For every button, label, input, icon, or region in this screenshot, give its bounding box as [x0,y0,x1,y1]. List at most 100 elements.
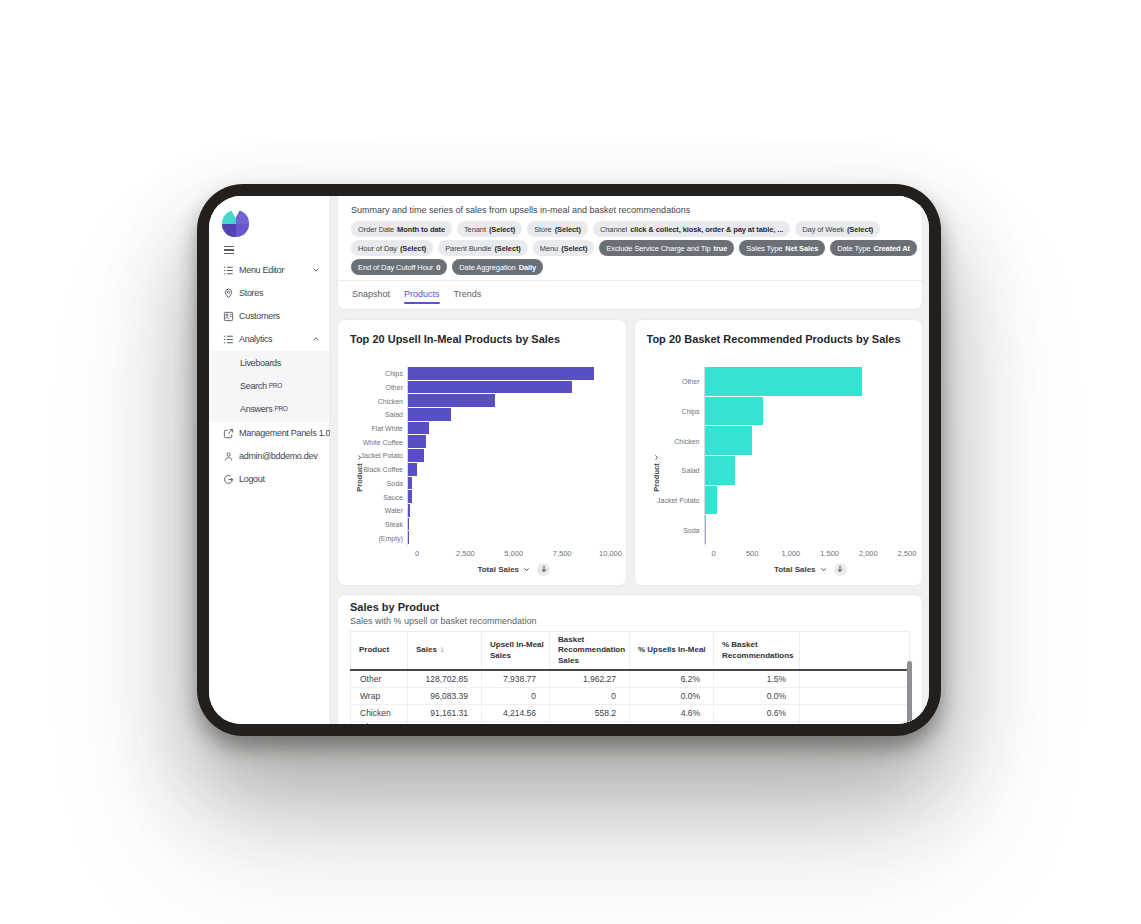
table-row[interactable]: Cheese Burger76,699.65000.0%0.0% [351,721,910,724]
chip-label: Tenant [464,225,486,234]
cell: 0.0% [714,687,800,704]
x-tick-label: 500 [746,549,759,558]
bar-salad[interactable] [408,408,451,421]
bar-soda[interactable] [705,515,706,544]
filter-chip-date-aggregation[interactable]: Date AggregationDaily [452,259,543,275]
bar-zone [407,422,611,436]
sidebar-item-answers[interactable]: AnswersPRO [209,398,329,421]
app-screen: Menu EditorStoresCustomers Analytics Liveb… [209,196,929,724]
cell-empty [800,721,910,724]
hamburger-menu-icon[interactable] [224,246,234,254]
sidebar-item-menu-editor[interactable]: Menu Editor [209,259,329,282]
tab-products[interactable]: Products [404,281,440,307]
tab-trends[interactable]: Trends [454,281,482,307]
bar-row: Salad [360,408,611,422]
sales-table: ProductSales↓Upsell In-Meal Sales Basket … [350,631,910,724]
sort-descending-icon[interactable] [537,563,550,576]
bar-zone [407,463,611,477]
pro-badge: PRO [269,382,282,389]
filter-chip-hour-of-day[interactable]: Hour of Day(Select) [351,240,433,256]
sidebar-item-analytics[interactable]: Analytics [209,328,329,351]
filter-chip-order-date[interactable]: Order DateMonth to date [351,221,452,237]
customers-icon [222,311,234,322]
chart-title: Top 20 Basket Recommended Products by Sa… [647,333,908,345]
bar-white-coffee[interactable] [408,435,426,448]
table-scrollbar[interactable] [907,661,912,724]
tab-snapshot[interactable]: Snapshot [352,281,390,307]
cell: 0 [550,687,630,704]
table-row[interactable]: Wrap96,083.39000.0%0.0% [351,687,910,704]
filter-chip-date-type[interactable]: Date TypeCreated At [830,240,917,256]
bar-chicken[interactable] [408,394,495,407]
column-header-basket-recommendation-sales[interactable]: Basket Recommendation Sales [550,632,630,671]
bar-zone [704,456,908,486]
bar--empty-[interactable] [408,531,409,544]
filter-chip-store[interactable]: Store(Select) [527,221,588,237]
chevron-down-icon [652,454,659,461]
bar-sauce[interactable] [408,490,412,503]
x-axis-label[interactable]: Total Sales [774,565,816,574]
column-header--basket-recommendations[interactable]: % Basket Recommendations [714,632,800,671]
sidebar-item-admin-bddemo-dev[interactable]: admin@bddemo.dev [209,445,329,468]
column-header-sales[interactable]: Sales↓ [408,632,482,671]
y-axis-label[interactable]: Product [616,433,696,513]
column-header-upsell-in-meal-sales[interactable]: Upsell In-Meal Sales [482,632,550,671]
bar-zone [407,367,611,381]
bar-other[interactable] [705,367,863,396]
column-header--upsells-in-meal[interactable]: % Upsells In-Meal [630,632,714,671]
bar-chips[interactable] [408,367,594,380]
summary-text: Summary and time series of sales from up… [338,205,922,221]
bar-soda[interactable] [408,477,412,490]
bar-other[interactable] [408,381,572,394]
column-header-product[interactable]: Product [351,632,408,671]
filter-chip-channel[interactable]: Channelclick & collect, kiosk, order & p… [593,221,790,237]
bar-chicken[interactable] [705,426,752,455]
sidebar-nav: Menu EditorStoresCustomers Analytics Liveb… [209,259,329,491]
sidebar-item-management-panels-1-0[interactable]: Management Panels 1.0 [209,422,329,445]
x-axis-label[interactable]: Total Sales [477,565,519,574]
filter-chip-parent-bundle[interactable]: Parent Bundle(Select) [438,240,528,256]
bar-salad[interactable] [705,456,736,485]
filter-chip-day-of-week[interactable]: Day of Week(Select) [795,221,880,237]
filter-chip-end-of-day-cutoff-hour[interactable]: End of Day Cutoff Hour0 [351,259,447,275]
column-header-label: % Basket Recommendations [722,640,794,659]
sidebar-item-search[interactable]: SearchPRO [209,375,329,398]
bar-flat-white[interactable] [408,422,429,435]
chip-value: click & collect, kiosk, order & pay at t… [630,225,783,234]
x-tick-label: 10,000 [599,549,622,558]
column-header-empty [800,632,910,671]
menu-list-icon [222,265,234,276]
sidebar-item-logout[interactable]: Logout [209,468,329,491]
chip-label: Channel [600,225,627,234]
chip-value: (Select) [555,225,581,234]
bar-black-coffee[interactable] [408,463,417,476]
sidebar-item-label: Analytics [239,334,272,344]
bar-chips[interactable] [705,397,763,426]
sort-descending-icon[interactable] [834,563,847,576]
bar-steak[interactable] [408,518,409,531]
y-axis-label[interactable]: Product [330,433,399,513]
sidebar-item-liveboards[interactable]: Liveboards [209,352,329,375]
sidebar-item-stores[interactable]: Stores [209,282,329,305]
filter-chip-row: Order DateMonth to dateTenant(Select)Sto… [351,221,909,237]
bar-jacket-potato[interactable] [408,449,424,462]
bar-jacket-potato[interactable] [705,486,717,515]
column-header-label: Basket Recommendation Sales [558,635,625,665]
location-pin-icon [222,288,234,299]
sidebar-item-customers[interactable]: Customers [209,305,329,328]
table-row[interactable]: Chicken91,161.314,214.56558.24.6%0.6% [351,704,910,721]
filter-chip-menu[interactable]: Menu(Select) [533,240,595,256]
cell: 4.6% [630,704,714,721]
chip-value: Month to date [397,225,445,234]
bar-row: Soda [657,515,908,545]
bar-water[interactable] [408,504,410,517]
filter-chip-tenant[interactable]: Tenant(Select) [457,221,522,237]
filter-chips: Order DateMonth to dateTenant(Select)Sto… [338,221,922,275]
bar-row: (Empty) [360,531,611,545]
x-tick-label: 0 [711,549,715,558]
table-row[interactable]: Other128,702.857,938.771,962.276.2%1.5% [351,670,910,687]
bar-row: Chips [360,367,611,381]
filter-chip-sales-type[interactable]: Sales TypeNet Sales [739,240,825,256]
filter-chip-exclude-service-charge-and-tip[interactable]: Exclude Service Charge and Tiptrue [599,240,734,256]
x-tick-label: 5,000 [504,549,523,558]
